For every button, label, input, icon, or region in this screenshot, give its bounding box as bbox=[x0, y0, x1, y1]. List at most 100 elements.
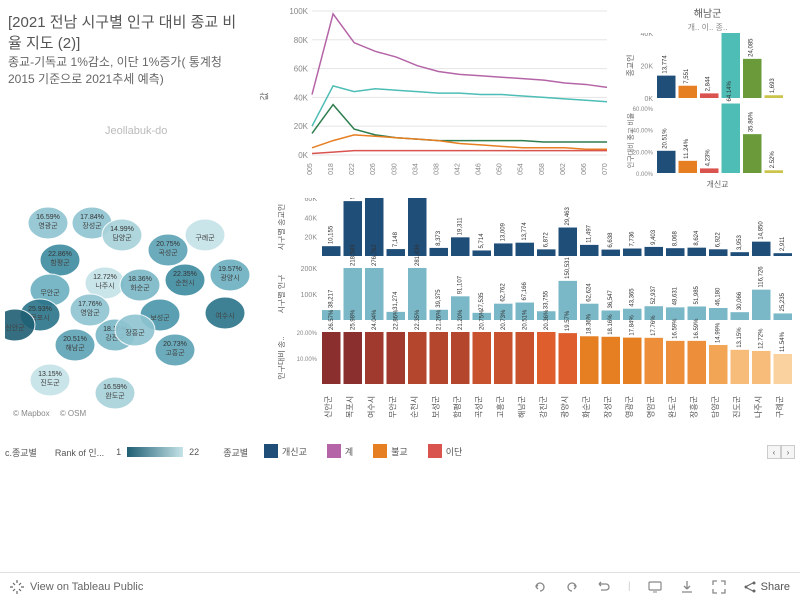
svg-text:인구대비 종..: 인구대비 종.. bbox=[278, 336, 286, 379]
legend-swatch bbox=[428, 444, 442, 458]
svg-text:강진군: 강진군 bbox=[538, 396, 548, 418]
svg-text:곡성군: 곡성군 bbox=[474, 396, 483, 418]
svg-text:20.36%: 20.36% bbox=[544, 309, 550, 330]
attribution-osm[interactable]: © OSM bbox=[60, 409, 86, 418]
undo-icon[interactable] bbox=[532, 579, 548, 595]
svg-text:17.76%: 17.76% bbox=[78, 301, 102, 308]
nav-prev[interactable]: ‹ bbox=[767, 445, 781, 459]
svg-text:20K: 20K bbox=[305, 235, 318, 242]
haenam-legend: 개.. 이.. 종.. bbox=[625, 22, 790, 33]
svg-text:광양시: 광양시 bbox=[220, 274, 239, 282]
svg-text:22.86%: 22.86% bbox=[393, 309, 399, 330]
svg-text:20.51%: 20.51% bbox=[522, 309, 528, 330]
svg-text:순천시: 순천시 bbox=[175, 278, 194, 287]
svg-text:100K: 100K bbox=[301, 292, 318, 299]
svg-text:29,463: 29,463 bbox=[565, 207, 571, 226]
svg-text:장흥군: 장흥군 bbox=[125, 328, 145, 337]
tableau-link[interactable]: View on Tableau Public bbox=[10, 580, 143, 594]
svg-text:고흥군: 고흥군 bbox=[495, 396, 505, 418]
toolbar: View on Tableau Public | Share bbox=[0, 572, 800, 600]
svg-text:67,166: 67,166 bbox=[522, 282, 528, 301]
bottom-bars[interactable]: 시구별 종교인20K40K60K10,15556,78066,5257,1486… bbox=[278, 198, 793, 443]
svg-text:91,107: 91,107 bbox=[458, 275, 464, 294]
redo-icon[interactable] bbox=[564, 579, 580, 595]
svg-text:무안군: 무안군 bbox=[387, 396, 397, 418]
svg-text:8,373: 8,373 bbox=[436, 230, 442, 246]
svg-text:7,148: 7,148 bbox=[393, 231, 399, 247]
svg-text:60K: 60K bbox=[294, 65, 309, 74]
svg-text:48,631: 48,631 bbox=[673, 286, 679, 305]
title-sub1: 종교-기독교 1%감소, 이단 1%증가( 통계청 bbox=[8, 55, 222, 69]
legend-item[interactable]: 불교 bbox=[373, 444, 408, 458]
svg-text:13.15%: 13.15% bbox=[737, 327, 743, 348]
svg-text:2005: 2005 bbox=[307, 163, 314, 175]
svg-text:16.59%: 16.59% bbox=[103, 384, 127, 391]
svg-text:35.86%: 35.86% bbox=[749, 111, 755, 132]
svg-text:20.73%: 20.73% bbox=[163, 341, 187, 348]
svg-text:64.14%: 64.14% bbox=[727, 81, 733, 102]
svg-text:보성군: 보성군 bbox=[150, 313, 170, 322]
svg-text:목포시: 목포시 bbox=[345, 396, 354, 418]
nav-next[interactable]: › bbox=[781, 445, 795, 459]
title-sub2: 2015 기준으로 2021추세 예측) bbox=[8, 72, 164, 86]
title-block: [2021 전남 시구별 인구 대비 종교 비율 지도 (2)] 종교-기독교 … bbox=[8, 12, 248, 88]
svg-text:여수시: 여수시 bbox=[366, 396, 376, 418]
share-label: Share bbox=[761, 581, 790, 593]
svg-text:19,311: 19,311 bbox=[458, 217, 464, 236]
svg-text:36,547: 36,547 bbox=[608, 289, 614, 308]
legend-item[interactable]: 개신교 bbox=[264, 444, 307, 458]
svg-text:25,235: 25,235 bbox=[780, 292, 786, 311]
svg-text:13.15%: 13.15% bbox=[38, 371, 62, 378]
svg-text:30,066: 30,066 bbox=[737, 291, 743, 310]
bottom-svg: 시구별 종교인20K40K60K10,15556,78066,5257,1486… bbox=[278, 198, 793, 443]
attribution-mapbox[interactable]: © Mapbox bbox=[13, 409, 50, 418]
province-label: Jeollabuk-do bbox=[105, 125, 167, 137]
svg-text:13,009: 13,009 bbox=[501, 222, 507, 241]
svg-text:1,693: 1,693 bbox=[770, 78, 776, 94]
svg-text:2,911: 2,911 bbox=[780, 236, 786, 251]
svg-text:20.75%: 20.75% bbox=[479, 309, 485, 330]
haenam-title: 해남군 bbox=[625, 5, 790, 20]
svg-text:완도군: 완도군 bbox=[668, 396, 677, 418]
svg-text:해남군: 해남군 bbox=[516, 396, 526, 418]
svg-text:여수시: 여수시 bbox=[215, 311, 234, 320]
svg-text:40.00%: 40.00% bbox=[633, 129, 654, 135]
line-chart-svg: 0K20K40K60K80K100K2005201820222026203020… bbox=[278, 5, 613, 175]
svg-text:40K: 40K bbox=[641, 33, 654, 38]
fullscreen-icon[interactable] bbox=[711, 579, 727, 595]
svg-text:218,589: 218,589 bbox=[350, 244, 356, 266]
svg-text:6,872: 6,872 bbox=[544, 232, 550, 248]
legend-item[interactable]: 계 bbox=[327, 444, 353, 458]
svg-text:광양시: 광양시 bbox=[559, 396, 569, 418]
svg-text:11,497: 11,497 bbox=[587, 224, 593, 243]
svg-text:2042: 2042 bbox=[455, 163, 462, 175]
svg-text:200K: 200K bbox=[301, 266, 318, 273]
svg-text:2.52%: 2.52% bbox=[770, 151, 776, 169]
map-svg: 16.59%영광군17.84%장성군14.99%담양군20.75%곡성군구례군2… bbox=[5, 125, 250, 420]
svg-text:종교인: 종교인 bbox=[625, 54, 635, 76]
line-chart[interactable]: 값 0K20K40K60K80K100K20052018202220262030… bbox=[278, 5, 613, 175]
svg-text:곡성군: 곡성군 bbox=[158, 248, 178, 257]
svg-text:14.99%: 14.99% bbox=[716, 322, 722, 343]
svg-text:18.36%: 18.36% bbox=[128, 276, 152, 283]
svg-text:2018: 2018 bbox=[328, 163, 335, 175]
svg-text:보성군: 보성군 bbox=[431, 396, 440, 418]
svg-text:25.98%: 25.98% bbox=[350, 309, 356, 330]
svg-text:20K: 20K bbox=[294, 122, 309, 131]
svg-text:7,736: 7,736 bbox=[630, 231, 636, 247]
svg-text:46,180: 46,180 bbox=[716, 287, 722, 306]
haenam-chart[interactable]: 해남군 개.. 이.. 종.. 종교인인구대비 종교 비율0K20K40K13,… bbox=[625, 5, 790, 180]
download-icon[interactable] bbox=[679, 579, 695, 595]
map-area[interactable]: 16.59%영광군17.84%장성군14.99%담양군20.75%곡성군구례군2… bbox=[5, 125, 250, 420]
device-icon[interactable] bbox=[647, 579, 663, 595]
legend-gradient bbox=[127, 447, 183, 457]
legend-item[interactable]: 이단 bbox=[428, 444, 463, 458]
svg-text:19.57%: 19.57% bbox=[565, 310, 571, 331]
legend-row: c.종교별 Rank of 인... 1 22 종교별 개신교계불교이단 bbox=[5, 443, 795, 461]
svg-text:순천시: 순천시 bbox=[409, 396, 419, 418]
share-button[interactable]: Share bbox=[743, 580, 790, 594]
svg-text:21.26%: 21.26% bbox=[436, 309, 442, 330]
svg-text:13,774: 13,774 bbox=[663, 55, 669, 74]
svg-text:22.35%: 22.35% bbox=[415, 309, 421, 330]
revert-icon[interactable] bbox=[596, 579, 612, 595]
